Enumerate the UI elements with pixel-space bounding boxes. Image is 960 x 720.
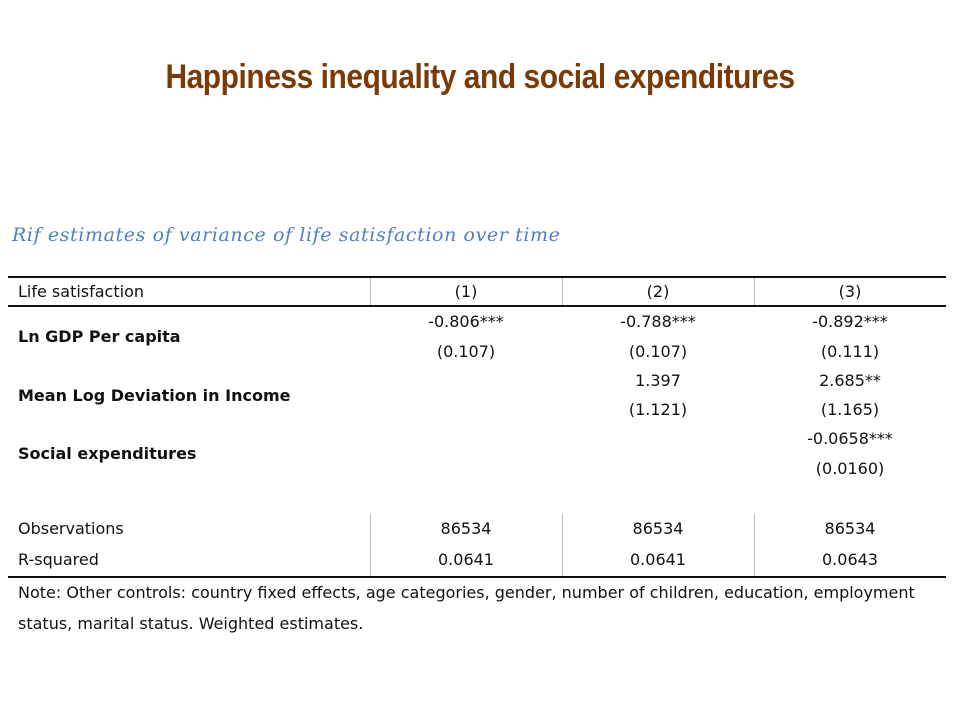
observations-3: 86534 xyxy=(824,519,876,538)
coef-ln-gdp-1: -0.806*** xyxy=(428,312,504,331)
observations-1: 86534 xyxy=(440,519,492,538)
column-separator xyxy=(754,278,755,305)
table-caption: Rif estimates of variance of life satisf… xyxy=(12,224,561,246)
coef-ln-gdp-3: -0.892*** xyxy=(812,312,888,331)
row-label-mean-log-deviation: Mean Log Deviation in Income xyxy=(18,386,291,405)
coef-ln-gdp-2: -0.788*** xyxy=(620,312,696,331)
header-bottom-rule xyxy=(8,305,946,307)
header-label: Life satisfaction xyxy=(18,282,144,301)
se-social-exp-3: (0.0160) xyxy=(815,459,885,478)
observations-2: 86534 xyxy=(632,519,684,538)
column-separator xyxy=(370,514,371,576)
r-squared-3: 0.0643 xyxy=(822,550,878,569)
column-header-1: (1) xyxy=(454,282,478,301)
table-note: Note: Other controls: country fixed effe… xyxy=(18,583,915,633)
column-header-2: (2) xyxy=(646,282,670,301)
coef-mld-3: 2.685** xyxy=(819,371,881,390)
se-ln-gdp-2: (0.107) xyxy=(628,342,688,361)
table-bottom-rule xyxy=(8,576,946,578)
row-label-observations: Observations xyxy=(18,519,124,538)
column-separator xyxy=(562,514,563,576)
column-separator xyxy=(370,278,371,305)
coef-mld-2: 1.397 xyxy=(635,371,681,390)
table-top-rule xyxy=(8,276,946,278)
row-label-ln-gdp: Ln GDP Per capita xyxy=(18,327,181,346)
r-squared-2: 0.0641 xyxy=(630,550,686,569)
se-mld-2: (1.121) xyxy=(628,400,688,419)
row-label-r-squared: R-squared xyxy=(18,550,99,569)
column-separator xyxy=(562,278,563,305)
slide-title: Happiness inequality and social expendit… xyxy=(165,58,795,96)
coef-social-exp-3: -0.0658*** xyxy=(807,429,893,448)
se-mld-3: (1.165) xyxy=(820,400,880,419)
column-separator xyxy=(754,514,755,576)
row-label-social-expenditures: Social expenditures xyxy=(18,444,197,463)
r-squared-1: 0.0641 xyxy=(438,550,494,569)
column-header-3: (3) xyxy=(838,282,862,301)
se-ln-gdp-3: (0.111) xyxy=(820,342,880,361)
se-ln-gdp-1: (0.107) xyxy=(436,342,496,361)
